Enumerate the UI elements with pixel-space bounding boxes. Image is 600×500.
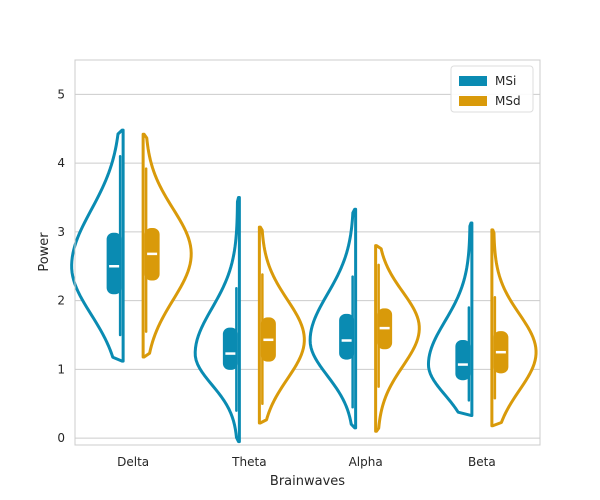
y-axis-ticks: 0 1 2 3 4 5 xyxy=(57,87,65,445)
legend-swatch-msi xyxy=(459,76,487,86)
y-axis-label: Power xyxy=(37,232,52,272)
x-tick-label: Alpha xyxy=(349,455,383,469)
y-tick-label: 3 xyxy=(57,225,65,239)
violin-body xyxy=(70,128,125,363)
legend-label-msi: MSi xyxy=(495,74,516,88)
x-tick-label: Delta xyxy=(117,455,149,469)
violin-box xyxy=(455,340,471,381)
legend-label-msd: MSd xyxy=(495,94,521,108)
violin-body xyxy=(257,225,306,425)
y-tick-label: 4 xyxy=(57,156,65,170)
violins xyxy=(70,128,538,444)
x-axis-label: Brainwaves xyxy=(270,474,345,489)
violin-msd-delta xyxy=(141,132,193,359)
violin-msi-theta xyxy=(193,196,241,444)
x-tick-label: Beta xyxy=(468,455,496,469)
violin-msd-beta xyxy=(490,228,538,428)
y-tick-label: 5 xyxy=(57,87,65,101)
violin-msi-beta xyxy=(426,221,474,417)
violin-msi-alpha xyxy=(308,207,358,430)
plot-frame xyxy=(74,59,541,446)
violin-box xyxy=(222,327,238,370)
violin-msd-alpha xyxy=(374,244,421,433)
legend-swatch-msd xyxy=(459,96,487,106)
violin-body xyxy=(490,228,538,428)
violin-body xyxy=(308,207,358,430)
violin-body xyxy=(426,221,474,417)
y-tick-label: 0 xyxy=(57,431,65,445)
x-tick-label: Theta xyxy=(231,455,266,469)
x-axis-ticks: Delta Theta Alpha Beta xyxy=(117,455,496,469)
violin-msi-delta xyxy=(70,128,125,363)
legend: MSi MSd xyxy=(450,65,534,113)
violin-msd-theta xyxy=(257,225,306,425)
violin-box xyxy=(106,232,122,295)
violin-body xyxy=(193,196,241,444)
y-tick-label: 2 xyxy=(57,294,65,308)
y-tick-label: 1 xyxy=(57,362,65,376)
violin-body xyxy=(141,132,193,359)
violin-box xyxy=(339,313,355,360)
violin-body xyxy=(374,244,421,433)
